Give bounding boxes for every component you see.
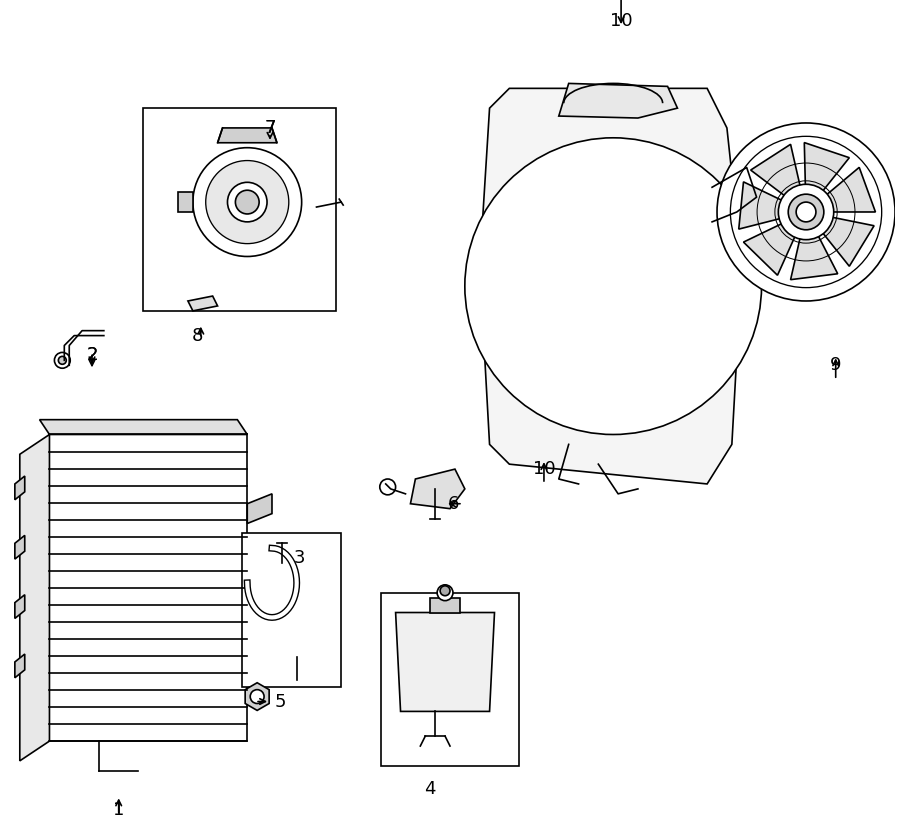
- Text: 9: 9: [830, 356, 842, 375]
- Polygon shape: [751, 144, 800, 197]
- Polygon shape: [739, 182, 784, 229]
- Polygon shape: [178, 192, 193, 212]
- Polygon shape: [15, 476, 24, 499]
- Bar: [381, 592, 519, 766]
- Polygon shape: [248, 494, 272, 524]
- Text: 7: 7: [265, 119, 275, 137]
- Polygon shape: [218, 128, 277, 142]
- Polygon shape: [805, 142, 850, 193]
- Polygon shape: [15, 535, 24, 559]
- Polygon shape: [248, 573, 272, 603]
- Text: 1: 1: [113, 801, 124, 820]
- Circle shape: [437, 585, 453, 601]
- Circle shape: [380, 479, 396, 494]
- Circle shape: [717, 123, 895, 301]
- Text: 7: 7: [265, 119, 275, 137]
- Text: 10: 10: [533, 460, 555, 478]
- Text: 6: 6: [447, 494, 459, 513]
- Text: 10: 10: [610, 12, 633, 30]
- Circle shape: [440, 586, 450, 596]
- Polygon shape: [559, 84, 678, 118]
- Polygon shape: [825, 168, 876, 212]
- Bar: [143, 108, 337, 311]
- Circle shape: [193, 147, 302, 256]
- Polygon shape: [248, 652, 272, 682]
- Circle shape: [464, 137, 761, 434]
- Polygon shape: [15, 595, 24, 618]
- Circle shape: [778, 184, 833, 240]
- Polygon shape: [245, 683, 269, 711]
- Polygon shape: [20, 434, 50, 761]
- Polygon shape: [790, 234, 838, 280]
- Circle shape: [250, 690, 264, 703]
- Circle shape: [58, 356, 67, 365]
- Circle shape: [236, 190, 259, 214]
- Text: 2: 2: [86, 346, 98, 365]
- Text: 5: 5: [274, 692, 285, 711]
- Polygon shape: [480, 88, 742, 484]
- Polygon shape: [410, 469, 464, 509]
- Circle shape: [228, 183, 267, 222]
- Polygon shape: [40, 420, 248, 434]
- Text: 4: 4: [425, 779, 436, 798]
- Polygon shape: [15, 654, 24, 678]
- Polygon shape: [743, 223, 796, 275]
- Circle shape: [796, 202, 816, 222]
- Text: 2: 2: [86, 346, 98, 365]
- Polygon shape: [396, 613, 494, 711]
- Polygon shape: [822, 217, 874, 266]
- Circle shape: [206, 161, 289, 244]
- Polygon shape: [430, 597, 460, 613]
- Circle shape: [788, 194, 824, 230]
- Polygon shape: [50, 434, 248, 741]
- Polygon shape: [188, 296, 218, 311]
- Circle shape: [54, 353, 70, 368]
- Text: 8: 8: [192, 327, 203, 344]
- Text: 3: 3: [294, 549, 305, 567]
- Bar: [242, 534, 341, 686]
